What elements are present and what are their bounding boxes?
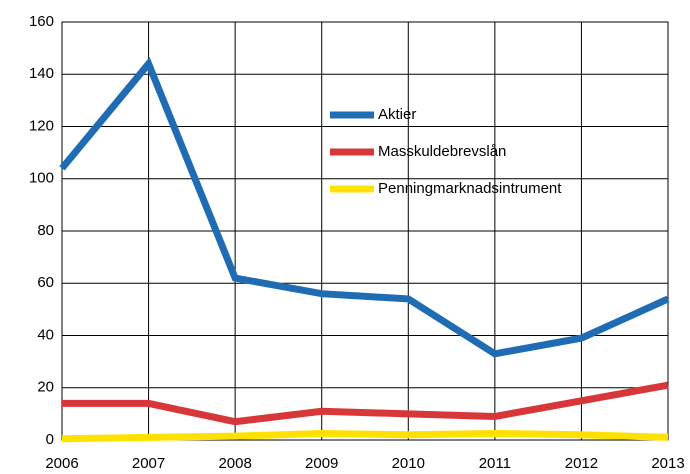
y-tick-label: 60 bbox=[37, 274, 54, 291]
y-tick-label: 80 bbox=[37, 222, 54, 239]
y-tick-label: 100 bbox=[29, 170, 54, 187]
x-tick-label: 2011 bbox=[479, 455, 511, 472]
x-tick-label: 2008 bbox=[218, 455, 251, 472]
y-tick-label: 40 bbox=[37, 326, 54, 343]
y-tick-label: 20 bbox=[37, 379, 54, 396]
x-tick-label: 2007 bbox=[132, 455, 165, 472]
legend-label: Masskuldebrevslån bbox=[378, 143, 506, 160]
x-tick-label: 2010 bbox=[392, 455, 425, 472]
y-tick-label: 120 bbox=[29, 117, 54, 134]
y-tick-label: 0 bbox=[46, 431, 54, 448]
series-line bbox=[61, 429, 669, 443]
legend-label: Aktier bbox=[378, 106, 416, 123]
series-line bbox=[59, 57, 670, 358]
series-line bbox=[62, 381, 669, 426]
y-tick-label: 160 bbox=[29, 13, 54, 30]
x-tick-label: 2006 bbox=[45, 455, 78, 472]
x-tick-label: 2009 bbox=[305, 455, 338, 472]
x-tick-label: 2013 bbox=[651, 455, 684, 472]
y-tick-label: 140 bbox=[29, 65, 54, 82]
legend-label: Penningmarknadsintrument bbox=[378, 180, 562, 197]
x-tick-label: 2012 bbox=[565, 455, 598, 472]
